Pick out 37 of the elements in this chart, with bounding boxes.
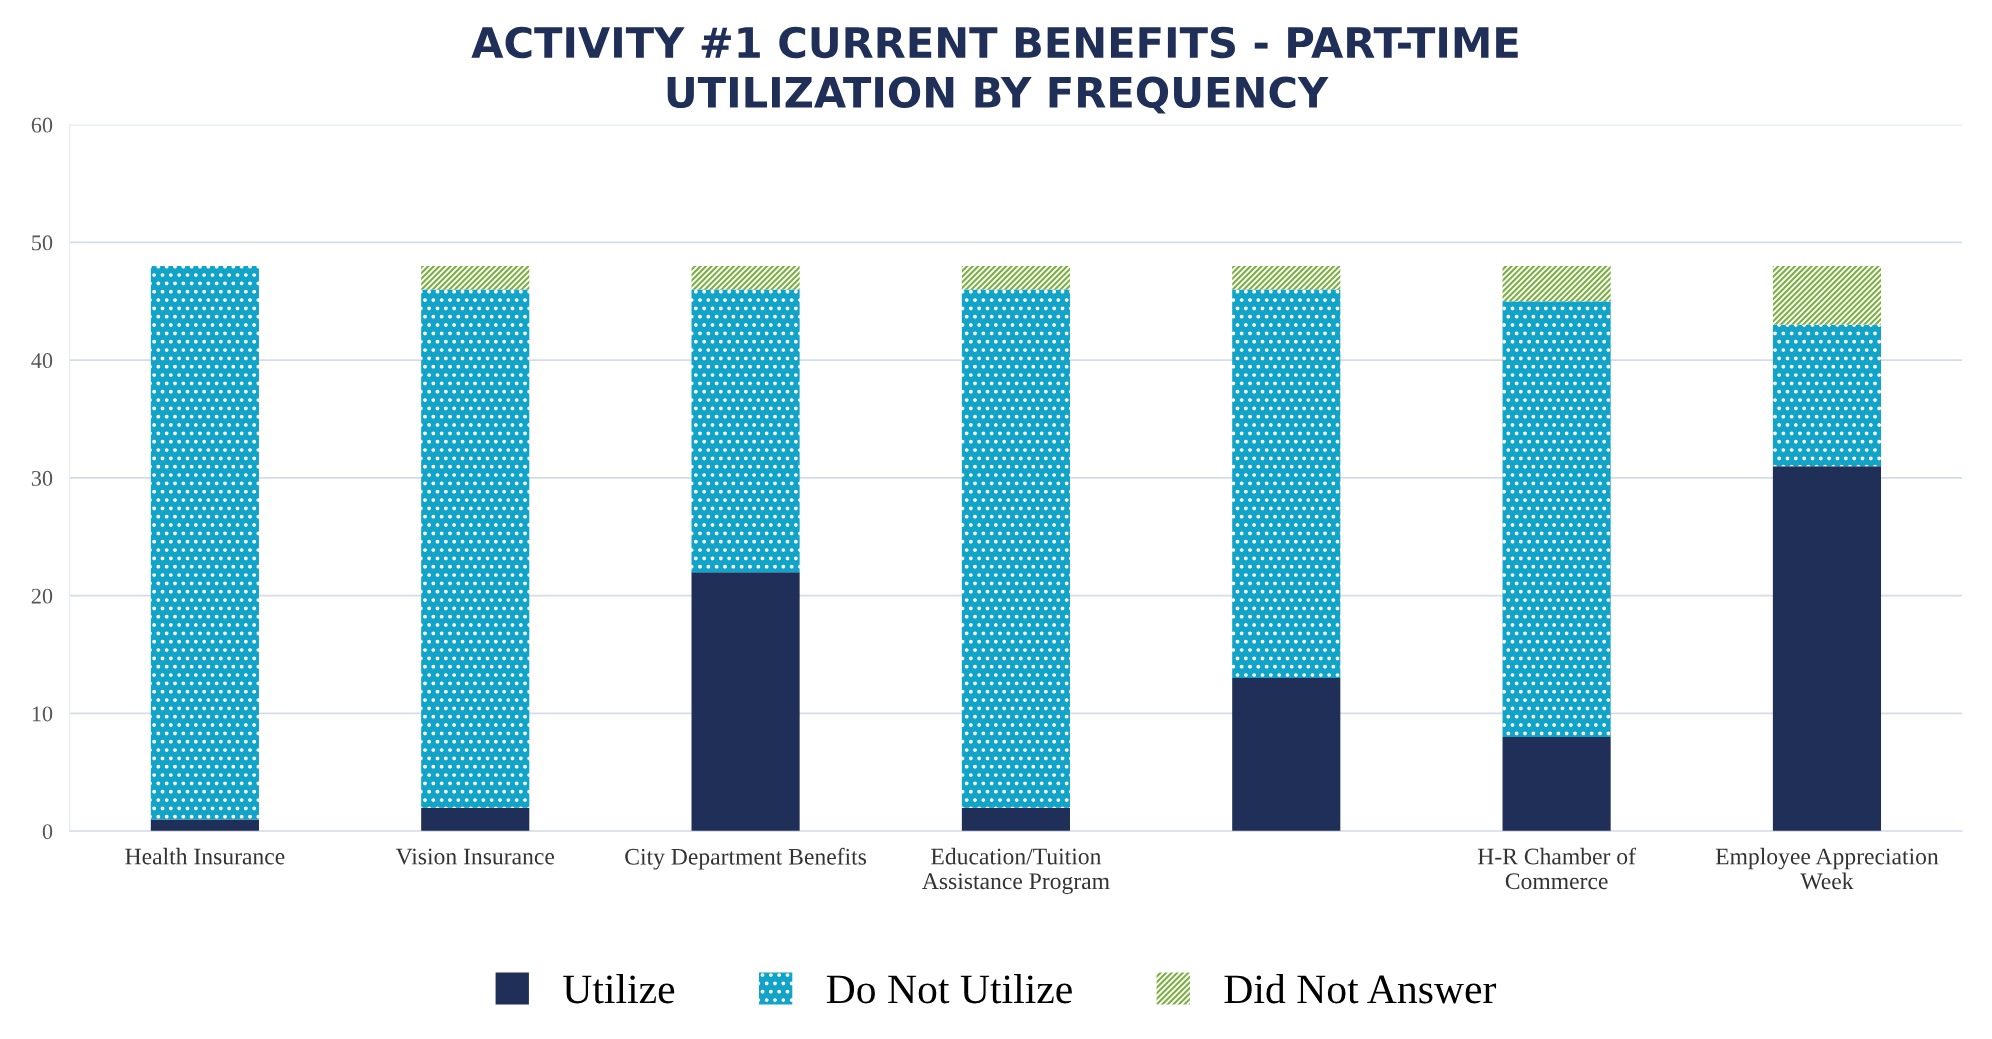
bar <box>961 265 1070 290</box>
y-tick-label: 50 <box>32 235 53 251</box>
x-tick-label: Vision Insurance <box>395 848 555 865</box>
y-tick-label: 0 <box>42 824 53 840</box>
bar <box>1502 737 1611 832</box>
bar <box>1232 678 1341 832</box>
x-tick-label: Employee Appreciation Week <box>1715 847 1939 890</box>
bar <box>421 289 530 808</box>
bar <box>1772 324 1882 467</box>
bar <box>421 807 530 832</box>
y-tick-label: 30 <box>31 470 53 486</box>
x-tick-label: Health Insurance <box>125 847 285 865</box>
legend-label: Utilize <box>563 974 675 1004</box>
bar <box>691 265 800 290</box>
bar <box>150 819 259 832</box>
bar <box>1232 265 1341 290</box>
y-tick-label: 20 <box>31 588 53 604</box>
bar <box>1502 301 1611 737</box>
y-tick-label: 60 <box>31 117 53 133</box>
x-tick-label: City Department Benefits <box>625 847 867 870</box>
bar <box>691 572 800 832</box>
bar <box>421 265 530 290</box>
y-tick-label: 10 <box>32 706 53 722</box>
bar <box>150 265 259 820</box>
bar <box>1772 466 1882 832</box>
chart-title: ACTIVITY #1 CURRENT BENEFITS - PART-TIME UTILIZATION BY FREQUENCY <box>471 26 1518 114</box>
bar <box>961 807 1070 832</box>
legend-label: Do Not Utilize <box>826 974 1072 1004</box>
bar <box>691 289 800 573</box>
y-tick-label: 40 <box>31 353 53 369</box>
bar <box>1772 265 1882 325</box>
x-tick-label: Education/Tuition Assistance Program <box>922 847 1110 895</box>
x-tick-label: H-R Chamber of Commerce <box>1477 847 1636 890</box>
legend-label: Did Not Answer <box>1224 974 1497 1004</box>
bar <box>1502 265 1611 302</box>
bar <box>961 289 1070 808</box>
bar <box>1232 289 1341 679</box>
